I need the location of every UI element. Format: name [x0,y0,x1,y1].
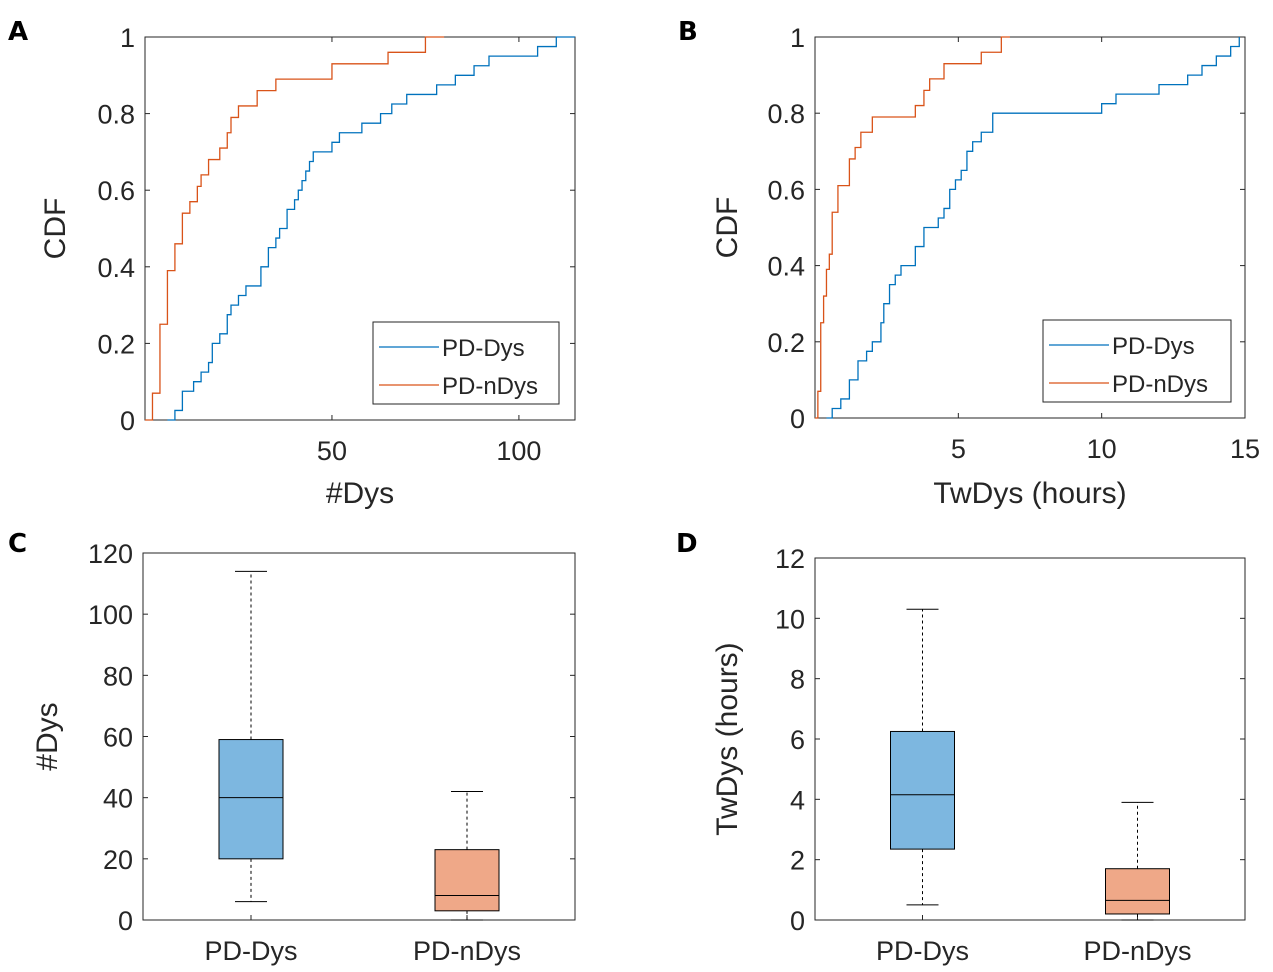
y-tick-label: 60 [103,723,133,753]
legend-label: PD-nDys [442,373,538,400]
legend-label: PD-nDys [1112,371,1208,398]
legend: PD-Dys PD-nDys [1042,319,1232,403]
box-iqr [434,849,500,912]
legend-box [1042,319,1232,403]
y-tick-label: 2 [790,846,805,876]
cdf-line-pd-ndys [145,36,445,421]
x-tick-label: 10 [1087,434,1117,464]
panel-b: B 0 0.2 0.4 0.6 0.8 1 CDF 5 10 15 TwDys (hours) PD-D… [678,17,1260,510]
axes-box [814,36,1246,419]
category-label: PD-nDys [413,936,521,966]
y-tick-label: 0.8 [97,100,135,130]
axes-box [814,557,1246,921]
y-tick-label: 100 [88,600,133,630]
x-axis-label: #Dys [326,477,394,510]
legend-box [372,321,560,405]
y-tick-label: 12 [775,544,805,574]
legend: PD-Dys PD-nDys [372,321,560,405]
panel-label: B [678,17,698,47]
y-tick-label: 1 [790,23,805,53]
y-tick-label: 120 [88,539,133,569]
panel-a: A 0 0.2 0.4 0.6 0.8 1 CDF 50 100 #Dys PD-Dys PD-nDys [8,17,576,510]
y-tick-label: 6 [790,725,805,755]
x-tick-label: 15 [1230,434,1260,464]
y-tick-label: 0.2 [97,329,135,359]
x-axis-label: TwDys (hours) [933,477,1126,510]
y-tick-label: 0.8 [767,99,805,129]
y-axis-label: TwDys (hours) [711,642,744,835]
category-label: PD-Dys [205,936,298,966]
cdf-line-pd-dys [167,36,575,421]
y-axis-label: CDF [39,198,72,260]
y-tick-label: 1 [120,23,135,53]
y-tick-label: 0 [790,906,805,936]
y-tick-label: 80 [103,661,133,691]
y-tick-label: 0 [790,404,805,434]
cdf-line-pd-ndys [815,36,1010,419]
cdf-line-pd-dys [826,37,1240,419]
y-tick-label: 40 [103,784,133,814]
panel-label: D [676,529,698,559]
panel-label: C [8,529,27,559]
box-pd-dys [218,570,284,903]
category-label: PD-nDys [1083,936,1191,966]
y-tick-label: 0.4 [97,253,135,283]
x-tick-label: 50 [317,436,347,466]
axes-box [144,36,576,421]
box-pd-ndys [434,791,500,921]
box-iqr [218,739,284,860]
y-tick-label: 0.6 [767,175,805,205]
y-axis-label: CDF [711,197,744,259]
y-axis-label: #Dys [31,702,64,770]
y-tick-label: 10 [775,604,805,634]
y-tick-label: 4 [790,785,805,815]
legend-label: PD-Dys [442,335,525,362]
x-tick-label: 100 [496,436,541,466]
y-tick-label: 0.4 [767,252,805,282]
panel-c: C 0 20 40 60 80 100 120 #Dys PD-Dys PD-nDys [8,529,576,966]
y-tick-label: 0 [120,406,135,436]
y-tick-label: 0.6 [97,176,135,206]
box-pd-dys [890,608,955,906]
y-tick-label: 8 [790,665,805,695]
box-iqr [1105,868,1170,915]
panel-label: A [8,17,28,47]
category-label: PD-Dys [876,936,969,966]
x-tick-label: 5 [951,434,966,464]
box-iqr [890,730,955,850]
panel-d: D 0 2 4 6 8 10 12 TwDys (hours) PD-Dys PD-nDys [676,529,1246,966]
y-tick-label: 0 [118,906,133,936]
box-pd-ndys [1105,801,1170,921]
y-tick-label: 20 [103,845,133,875]
y-tick-label: 0.2 [767,328,805,358]
axes-box [142,552,576,921]
legend-label: PD-Dys [1112,333,1195,360]
